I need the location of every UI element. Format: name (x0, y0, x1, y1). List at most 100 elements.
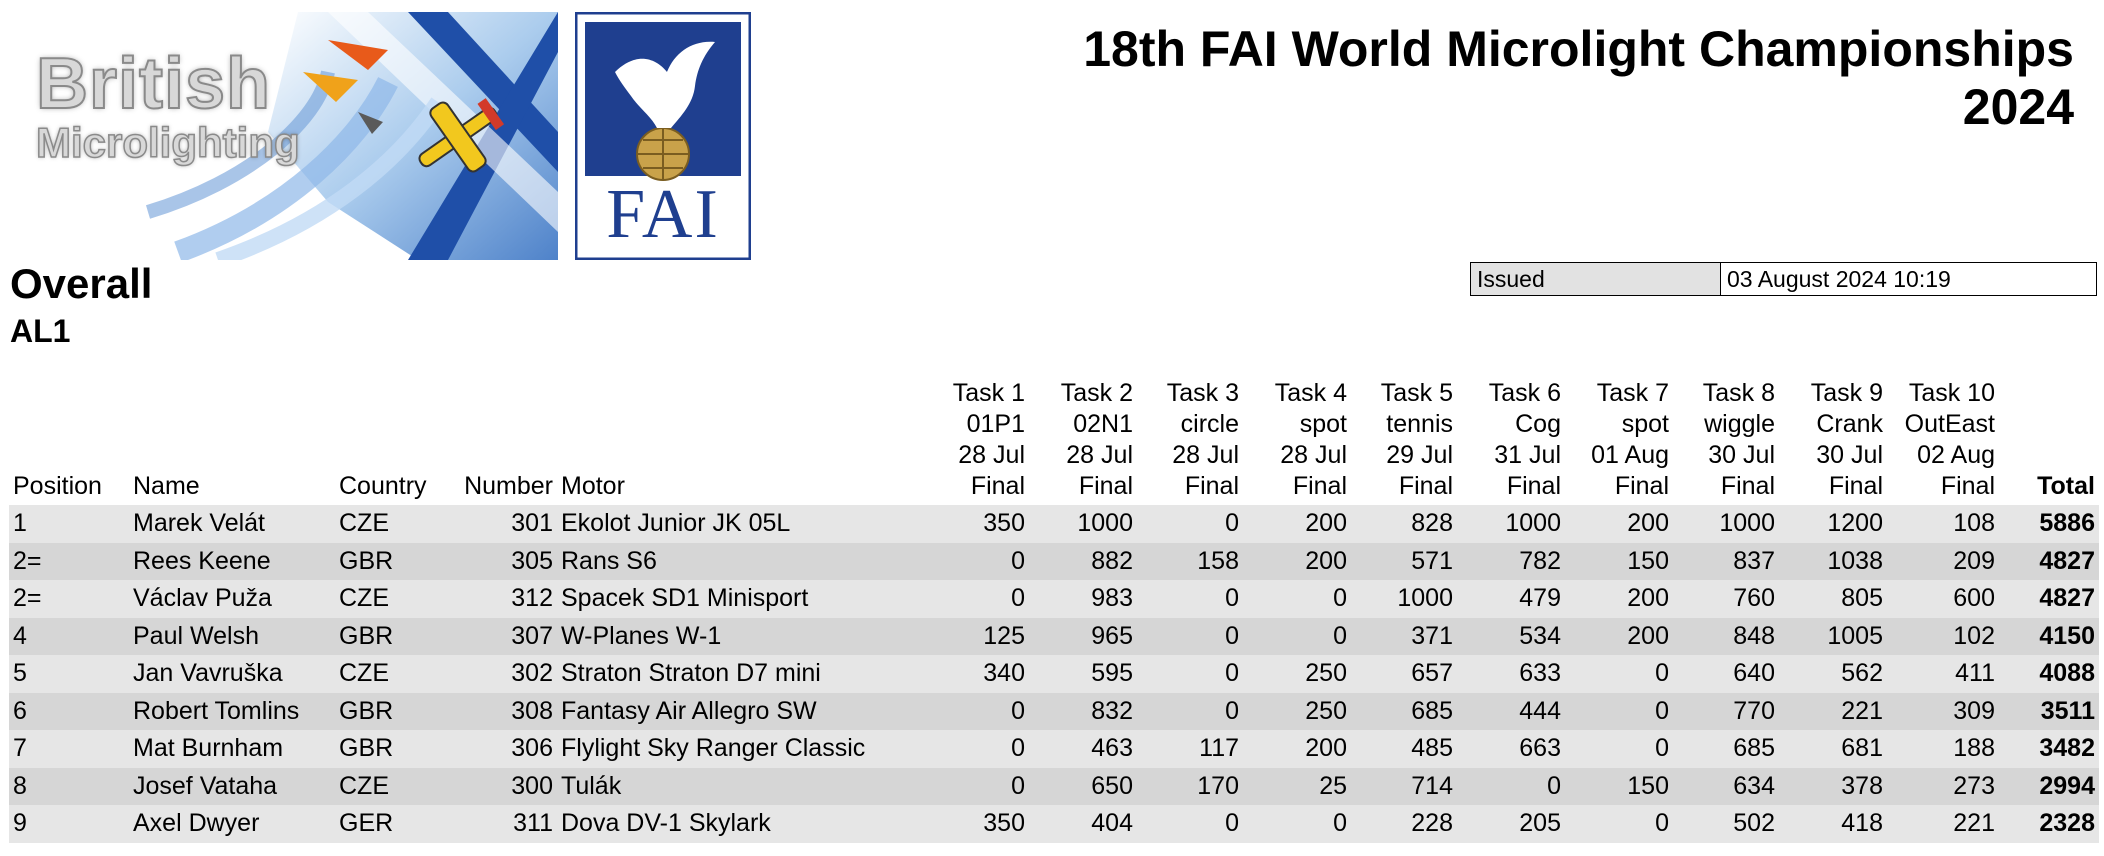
cell-position: 9 (9, 805, 129, 843)
cell-task-4: 25 (1243, 767, 1351, 805)
task-status: Final (1614, 472, 1669, 500)
cell-number: 308 (455, 692, 557, 730)
cell-task-1: 340 (923, 655, 1029, 693)
task-status: Final (1720, 472, 1775, 500)
cell-task-4: 250 (1243, 655, 1351, 693)
task-status: Final (1398, 472, 1453, 500)
cell-task-6: 0 (1457, 767, 1565, 805)
cell-task-2: 404 (1029, 805, 1137, 843)
cell-task-6: 663 (1457, 730, 1565, 768)
cell-task-9: 221 (1779, 692, 1887, 730)
cell-number: 301 (455, 505, 557, 543)
col-header-total: Total (2037, 472, 2095, 500)
cell-name: Robert Tomlins (129, 692, 335, 730)
cell-task-2: 832 (1029, 692, 1137, 730)
col-header-task-5: Task 5 tennis 29 Jul Final (1351, 378, 1457, 505)
cell-task-7: 0 (1565, 692, 1673, 730)
task-code: Crank (1816, 410, 1883, 438)
cell-name: Marek Velát (129, 505, 335, 543)
cell-task-7: 0 (1565, 655, 1673, 693)
logo-text-fai: FAI (606, 176, 720, 253)
cell-country: GBR (335, 542, 455, 580)
table-row: 8 Josef Vataha CZE 300 Tulák 0 650 170 2… (9, 767, 2099, 805)
cell-position: 4 (9, 617, 129, 655)
col-header-number: Number (464, 472, 553, 500)
col-header-motor: Motor (561, 472, 625, 500)
cell-motor: Spacek SD1 Minisport (557, 580, 923, 618)
cell-country: GBR (335, 617, 455, 655)
cell-number: 302 (455, 655, 557, 693)
cell-task-3: 117 (1137, 730, 1243, 768)
cell-task-2: 595 (1029, 655, 1137, 693)
cell-number: 312 (455, 580, 557, 618)
section-heading-overall: Overall (10, 260, 153, 307)
table-row: 1 Marek Velát CZE 301 Ekolot Junior JK 0… (9, 505, 2099, 543)
cell-position: 2= (9, 580, 129, 618)
cell-task-6: 479 (1457, 580, 1565, 618)
task-code: OutEast (1904, 410, 1995, 438)
cell-position: 2= (9, 542, 129, 580)
task-code: circle (1180, 410, 1239, 438)
cell-task-7: 150 (1565, 767, 1673, 805)
fai-logo: FAI (574, 11, 752, 261)
cell-task-9: 1038 (1779, 542, 1887, 580)
cell-position: 7 (9, 730, 129, 768)
task-status: Final (970, 472, 1025, 500)
issued-label: Issued (1471, 263, 1721, 295)
cell-motor: W-Planes W-1 (557, 617, 923, 655)
cell-task-2: 650 (1029, 767, 1137, 805)
cell-task-3: 0 (1137, 655, 1243, 693)
task-code: 02N1 (1073, 410, 1133, 438)
cell-motor: Rans S6 (557, 542, 923, 580)
cell-task-1: 0 (923, 580, 1029, 618)
task-title: Task 8 (1702, 379, 1775, 407)
cell-country: CZE (335, 767, 455, 805)
cell-task-8: 837 (1673, 542, 1779, 580)
task-date: 30 Jul (1708, 441, 1775, 469)
cell-task-5: 685 (1351, 692, 1457, 730)
task-status: Final (1506, 472, 1561, 500)
cell-task-6: 633 (1457, 655, 1565, 693)
cell-task-10: 188 (1887, 730, 1999, 768)
table-row: 2= Rees Keene GBR 305 Rans S6 0 882 158 … (9, 542, 2099, 580)
cell-motor: Tulák (557, 767, 923, 805)
cell-number: 300 (455, 767, 557, 805)
task-code: wiggle (1704, 410, 1775, 438)
task-date: 30 Jul (1816, 441, 1883, 469)
task-code: spot (1299, 410, 1347, 438)
cell-task-3: 0 (1137, 692, 1243, 730)
task-title: Task 3 (1166, 379, 1239, 407)
cell-motor: Straton Straton D7 mini (557, 655, 923, 693)
cell-motor: Dova DV-1 Skylark (557, 805, 923, 843)
task-title: Task 1 (952, 379, 1025, 407)
cell-task-9: 1005 (1779, 617, 1887, 655)
col-header-task-4: Task 4 spot 28 Jul Final (1243, 378, 1351, 505)
col-header-name: Name (133, 472, 200, 500)
british-microlighting-emblem (145, 12, 558, 268)
task-title: Task 5 (1380, 379, 1453, 407)
cell-position: 5 (9, 655, 129, 693)
task-status: Final (1078, 472, 1133, 500)
cell-task-9: 805 (1779, 580, 1887, 618)
cell-task-2: 463 (1029, 730, 1137, 768)
logo-text-microlighting: Microlighting (35, 119, 300, 166)
cell-name: Rees Keene (129, 542, 335, 580)
col-header-country: Country (339, 472, 427, 500)
cell-task-1: 0 (923, 542, 1029, 580)
task-date: 28 Jul (1172, 441, 1239, 469)
cell-number: 306 (455, 730, 557, 768)
cell-position: 8 (9, 767, 129, 805)
cell-task-1: 350 (923, 805, 1029, 843)
cell-task-5: 571 (1351, 542, 1457, 580)
cell-total: 2328 (1999, 805, 2099, 843)
cell-task-8: 848 (1673, 617, 1779, 655)
cell-task-5: 1000 (1351, 580, 1457, 618)
cell-task-6: 444 (1457, 692, 1565, 730)
task-code: spot (1621, 410, 1669, 438)
cell-task-2: 1000 (1029, 505, 1137, 543)
cell-total: 4827 (1999, 580, 2099, 618)
task-date: 31 Jul (1494, 441, 1561, 469)
cell-task-2: 882 (1029, 542, 1137, 580)
table-row: 2= Václav Puža CZE 312 Spacek SD1 Minisp… (9, 580, 2099, 618)
cell-task-5: 714 (1351, 767, 1457, 805)
